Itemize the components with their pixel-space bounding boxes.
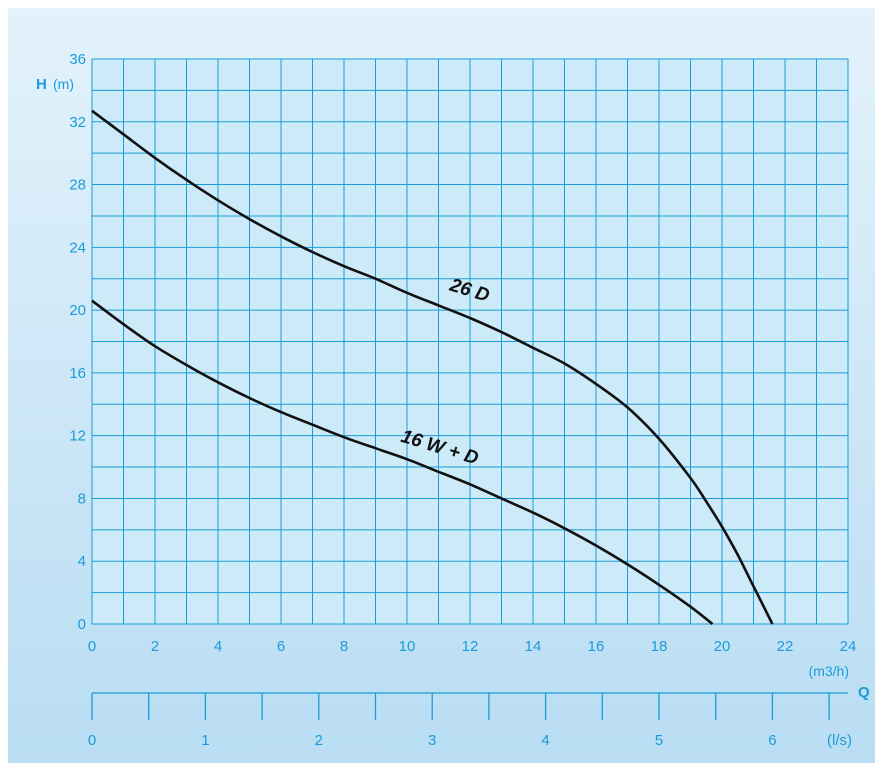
x-tick-label: 12 bbox=[462, 638, 479, 655]
secondary-axis-tick-label: 0 bbox=[88, 732, 96, 749]
y-tick-label: 16 bbox=[69, 365, 86, 382]
secondary-axis: 0 1 2 3 4 5 6 bbox=[88, 692, 848, 749]
y-tick-label: 28 bbox=[69, 177, 86, 194]
x-tick-label: 6 bbox=[277, 638, 285, 655]
x2-axis-label: Q bbox=[858, 684, 870, 701]
secondary-axis-tick-label: 5 bbox=[655, 732, 663, 749]
x-tick-label: 0 bbox=[88, 638, 96, 655]
x-tick-label: 16 bbox=[588, 638, 605, 655]
secondary-axis-tick-label: 3 bbox=[428, 732, 436, 749]
y-tick-label: 36 bbox=[69, 51, 86, 68]
secondary-axis-tick-label: 1 bbox=[201, 732, 209, 749]
x-tick-labels: 0 2 4 6 8 10 12 14 16 18 20 22 24 bbox=[88, 638, 857, 655]
y-tick-labels: 0 4 8 12 16 20 24 28 32 36 bbox=[69, 51, 86, 633]
x-tick-label: 8 bbox=[340, 638, 348, 655]
y-tick-label: 32 bbox=[69, 114, 86, 131]
x-axis-unit: (m3/h) bbox=[809, 663, 849, 679]
x-tick-label: 22 bbox=[777, 638, 794, 655]
grid bbox=[91, 58, 849, 625]
x-tick-label: 2 bbox=[151, 638, 159, 655]
x-tick-label: 18 bbox=[651, 638, 668, 655]
y-tick-label: 12 bbox=[69, 428, 86, 445]
y-axis-unit: (m) bbox=[53, 76, 74, 92]
y-axis-letter: H bbox=[36, 76, 47, 93]
x-tick-label: 24 bbox=[840, 638, 857, 655]
x-tick-label: 20 bbox=[714, 638, 731, 655]
y-tick-label: 0 bbox=[78, 616, 86, 633]
x-tick-label: 4 bbox=[214, 638, 222, 655]
x2-axis-unit: (l/s) bbox=[827, 732, 852, 749]
y-tick-label: 20 bbox=[69, 302, 86, 319]
secondary-axis-tick-label: 2 bbox=[315, 732, 323, 749]
y-tick-label: 4 bbox=[78, 553, 86, 570]
curves bbox=[91, 109, 774, 626]
x-tick-label: 14 bbox=[525, 638, 542, 655]
series-line-1 bbox=[91, 299, 714, 626]
secondary-axis-tick-label: 6 bbox=[768, 732, 776, 749]
secondary-axis-tick-label: 4 bbox=[541, 732, 549, 749]
series-line-0 bbox=[91, 109, 774, 625]
x-tick-label: 10 bbox=[399, 638, 416, 655]
y-tick-label: 24 bbox=[69, 239, 86, 256]
y-tick-label: 8 bbox=[78, 490, 86, 507]
